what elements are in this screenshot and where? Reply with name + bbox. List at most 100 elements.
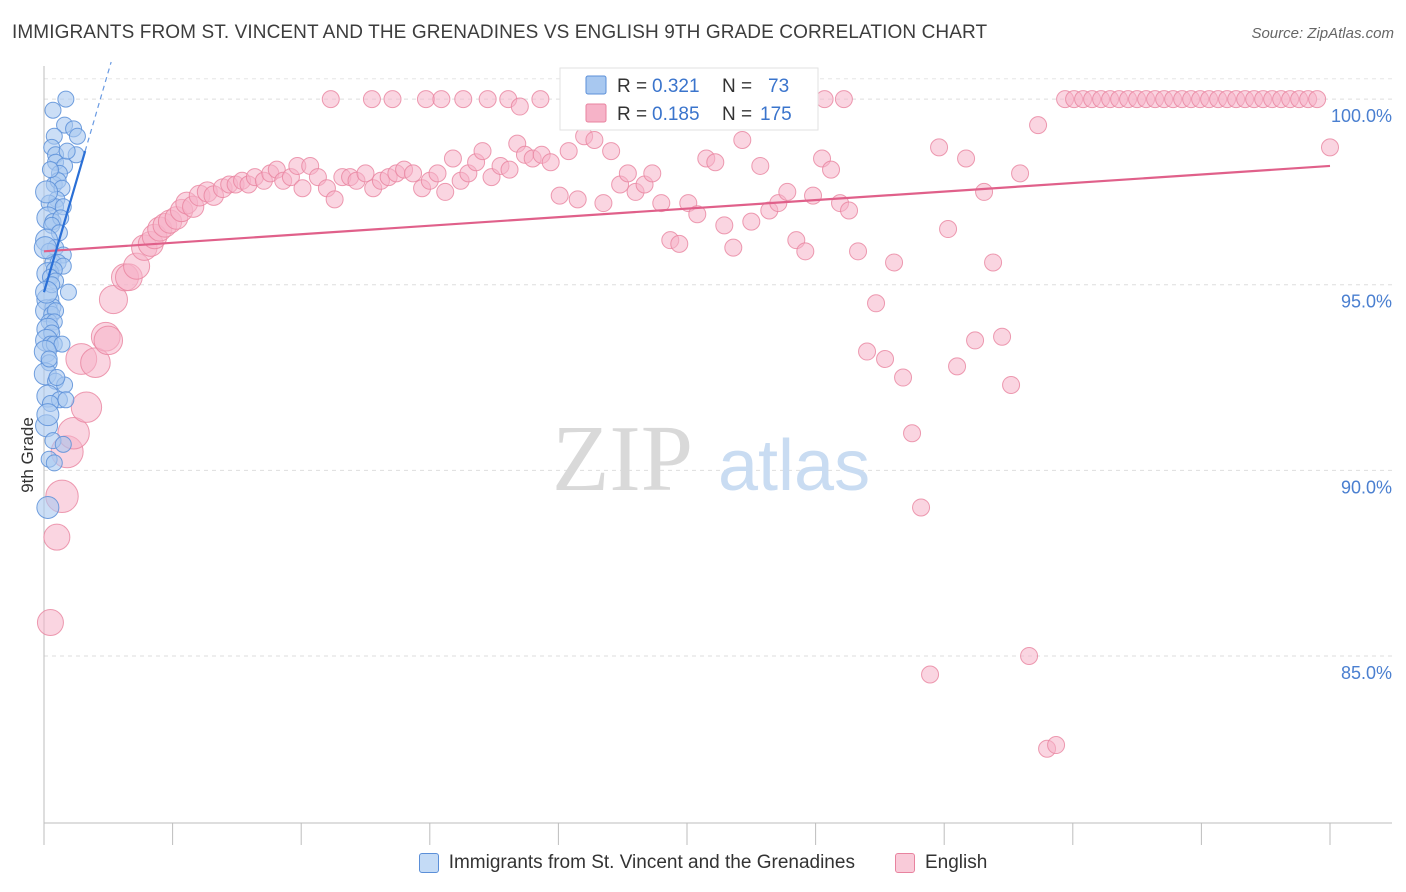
english-point (939, 220, 958, 239)
english-point (1020, 646, 1039, 665)
immigrants-point (36, 403, 60, 427)
watermark-atlas: atlas (718, 426, 870, 506)
legend-item-immigrants[interactable]: Immigrants from St. Vincent and the Gren… (418, 852, 855, 874)
english-point (930, 138, 949, 157)
english-point (1029, 116, 1048, 135)
english-point (652, 194, 671, 213)
english-point (43, 523, 71, 551)
english-point (688, 205, 707, 224)
immigrants-point (36, 495, 60, 519)
stats-pink-r-value: 0.185 (652, 104, 700, 125)
chart-title: IMMIGRANTS FROM ST. VINCENT AND THE GREN… (12, 22, 988, 43)
english-point (778, 182, 797, 201)
stats-pink-n-value: 175 (760, 104, 792, 125)
stats-blue-r-value: 0.321 (652, 76, 700, 97)
legend-label-english: English (924, 852, 988, 873)
immigrants-point (33, 236, 57, 260)
english-point (356, 164, 375, 183)
immigrants-point (35, 180, 59, 204)
english-point (894, 368, 913, 387)
english-point (559, 142, 578, 161)
immigrants-point (59, 283, 77, 301)
scatter-chart: ZIP atlas 85.0%90.0%95.0%100.0%0.0%100.0… (18, 61, 1392, 845)
immigrants-point (45, 454, 63, 472)
english-point (724, 238, 743, 257)
english-point (822, 160, 841, 179)
english-point (885, 253, 904, 272)
english-point (416, 90, 435, 109)
english-point (815, 90, 834, 109)
english-point (362, 90, 381, 109)
source-label: Source: ZipAtlas.com (1251, 25, 1394, 42)
english-point (321, 90, 340, 109)
english-point (1321, 138, 1339, 157)
english-point (858, 342, 877, 361)
english-point (1308, 90, 1327, 109)
english-point (796, 242, 815, 261)
immigrants-point (58, 142, 76, 160)
english-point (70, 391, 103, 423)
legend-item-english[interactable]: English (894, 852, 988, 874)
immigrants-point (41, 161, 59, 179)
english-point (36, 609, 64, 637)
english-point (670, 234, 689, 253)
english-point (643, 164, 662, 183)
immigrants-point (44, 101, 62, 119)
english-point (454, 90, 473, 109)
english-point (500, 160, 519, 179)
immigrants-point (57, 90, 75, 108)
english-point (432, 90, 451, 109)
stats-blue-r-label: R = (617, 76, 647, 97)
immigrants-trend-line (42, 150, 87, 293)
english-point (325, 190, 344, 209)
y-tick-label: 85.0% (1341, 663, 1392, 683)
stats-pink-r-label: R = (617, 104, 647, 125)
watermark: ZIP atlas (552, 407, 870, 511)
english-point (876, 349, 895, 368)
english-point (984, 253, 1003, 272)
english-point (436, 182, 455, 201)
series-immigrants-points (33, 90, 86, 519)
english-point (478, 90, 497, 109)
english-point (98, 285, 128, 315)
stats-blue-n-label: N = (722, 76, 752, 97)
english-point (618, 164, 637, 183)
english-point (531, 90, 550, 109)
english-point (585, 130, 604, 149)
english-point (957, 149, 976, 168)
trend-lines (42, 61, 1331, 293)
watermark-zip: ZIP (552, 407, 693, 511)
english-point (1002, 375, 1021, 394)
english-point (443, 149, 462, 168)
english-point (706, 153, 725, 172)
english-trend-line (43, 164, 1331, 253)
axes-layer: 85.0%90.0%95.0%100.0%0.0%100.0% (43, 66, 1392, 845)
legend: Immigrants from St. Vincent and the Gren… (0, 852, 1406, 874)
english-point (473, 142, 492, 161)
english-point (867, 294, 886, 313)
stats-box: R = 0.321 N = 73 R = 0.185 N = 175 (559, 67, 819, 131)
immigrants-trend-extension (84, 61, 112, 152)
y-tick-label: 90.0% (1341, 477, 1392, 497)
english-point (404, 164, 423, 183)
series-english-points (36, 90, 1339, 758)
english-point (840, 201, 859, 220)
y-axis-label: 9th Grade (18, 417, 37, 493)
english-point (293, 179, 312, 198)
english-point (903, 424, 922, 443)
english-point (428, 164, 447, 183)
english-point (568, 190, 587, 209)
y-tick-label: 100.0% (1331, 106, 1392, 126)
english-point (93, 325, 124, 356)
english-point (602, 142, 621, 161)
legend-label-immigrants: Immigrants from St. Vincent and the Gren… (448, 852, 855, 873)
english-point (921, 665, 940, 684)
immigrants-point (68, 127, 86, 145)
stats-pink-n-label: N = (722, 104, 752, 125)
english-point (594, 194, 613, 213)
legend-swatch-immigrants (418, 853, 439, 873)
english-point (80, 347, 111, 378)
english-point (383, 90, 402, 109)
english-point (948, 357, 967, 376)
english-point (742, 212, 761, 231)
